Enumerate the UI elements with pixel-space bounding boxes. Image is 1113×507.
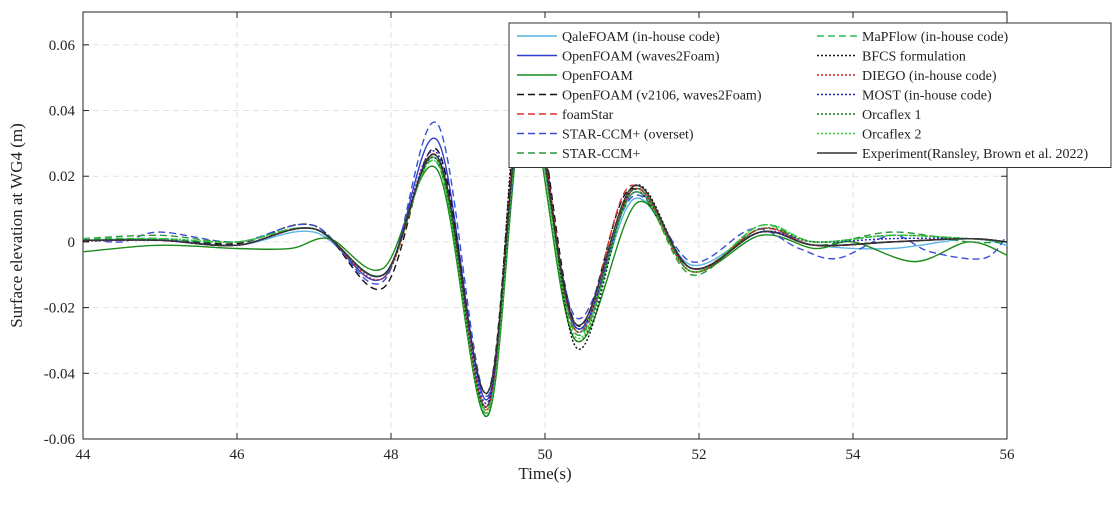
legend-label: QaleFOAM (in-house code) xyxy=(562,30,720,45)
y-tick-label: -0.04 xyxy=(44,366,76,382)
legend-label: DIEGO (in-house code) xyxy=(862,69,997,84)
legend-label: OpenFOAM (v2106, waves2Foam) xyxy=(562,89,762,104)
legend-label: Experiment(Ransley, Brown et al. 2022) xyxy=(862,147,1088,162)
y-tick-label: -0.06 xyxy=(44,432,76,448)
x-tick-label: 54 xyxy=(846,447,862,463)
y-tick-label: 0.02 xyxy=(49,169,75,185)
y-tick-label: 0 xyxy=(68,235,76,251)
legend-label: MaPFlow (in-house code) xyxy=(862,30,1009,45)
legend-label: OpenFOAM xyxy=(562,69,633,84)
legend-label: OpenFOAM (waves2Foam) xyxy=(562,50,720,65)
legend-label: Orcaflex 1 xyxy=(862,108,921,123)
legend: QaleFOAM (in-house code) OpenFOAM (waves2… xyxy=(508,22,1112,168)
x-tick-label: 56 xyxy=(1000,447,1016,463)
x-tick-label: 46 xyxy=(230,447,246,463)
legend-label: MOST (in-house code) xyxy=(862,89,992,104)
y-tick-label: 0.06 xyxy=(49,38,76,54)
legend-box xyxy=(508,22,1112,168)
legend-label: foamStar xyxy=(562,108,614,123)
y-tick-label: 0.04 xyxy=(49,104,76,120)
legend-label: BFCS formulation xyxy=(862,50,966,65)
x-tick-label: 50 xyxy=(538,447,553,463)
x-axis-label: Time(s) xyxy=(518,464,571,483)
x-tick-label: 52 xyxy=(692,447,707,463)
legend-label: STAR-CCM+ xyxy=(562,147,640,162)
y-axis-label: Surface elevation at WG4 (m) xyxy=(7,123,26,328)
legend-label: STAR-CCM+ (overset) xyxy=(562,128,694,143)
x-tick-label: 48 xyxy=(384,447,399,463)
y-tick-label: -0.02 xyxy=(44,301,75,317)
legend-label: Orcaflex 2 xyxy=(862,128,921,143)
x-tick-label: 44 xyxy=(76,447,92,463)
